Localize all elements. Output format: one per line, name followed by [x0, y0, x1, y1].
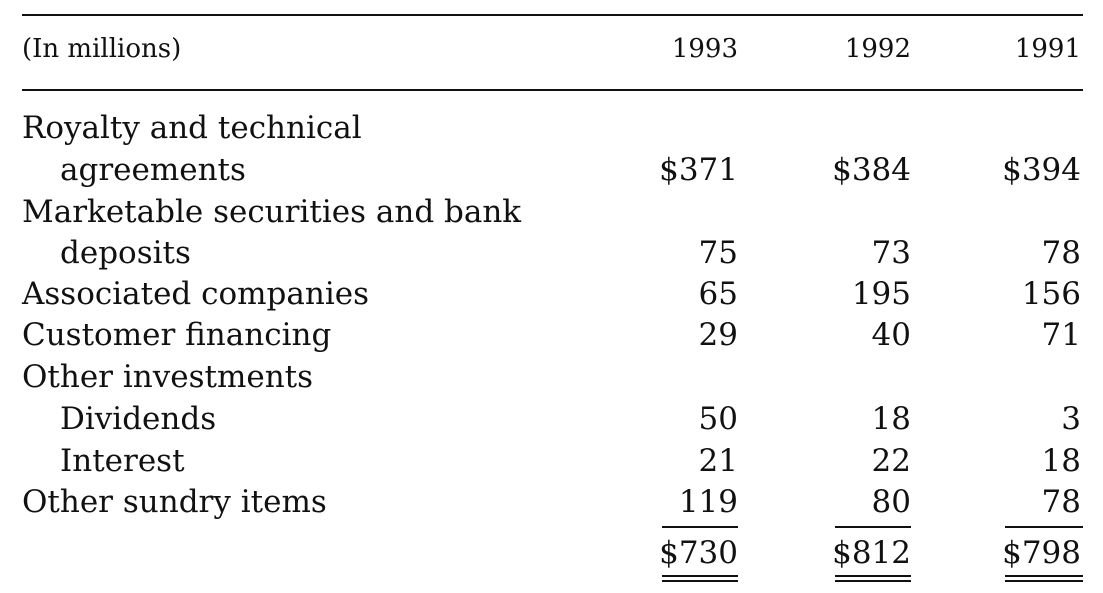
header-year-1993: 1993	[671, 34, 738, 64]
value-1991: 71	[1041, 317, 1081, 353]
value-1991: $394	[1002, 152, 1081, 188]
table-row: Associated companies 65 195 156	[0, 273, 1103, 315]
value-1993: 50	[698, 401, 738, 437]
row-label: Customer financing	[22, 317, 332, 353]
value-1991: 78	[1041, 484, 1081, 520]
row-label: Marketable securities and bank	[22, 194, 522, 230]
value-1992: 195	[851, 276, 911, 312]
total-1993: $730	[659, 535, 738, 571]
top-rule	[22, 14, 1083, 16]
value-1993: 75	[698, 235, 738, 271]
table-row: agreements $371 $384 $394	[0, 149, 1103, 191]
row-label: Interest	[60, 443, 185, 479]
value-1991: 3	[1061, 401, 1081, 437]
value-1993: 29	[698, 317, 738, 353]
header-units-label: (In millions)	[22, 34, 182, 64]
table-row: Other sundry items 119 80 78	[0, 481, 1103, 523]
total-double-rule	[662, 580, 738, 582]
total-1991: $798	[1002, 535, 1081, 571]
value-1992: 73	[871, 235, 911, 271]
value-1992: 40	[871, 317, 911, 353]
value-1991: 18	[1041, 443, 1081, 479]
value-1991: 78	[1041, 235, 1081, 271]
row-label: Royalty and technical	[22, 110, 362, 146]
row-label: agreements	[60, 152, 246, 188]
row-label: Other sundry items	[22, 484, 327, 520]
table-row: Other investments	[0, 356, 1103, 398]
value-1991: 156	[1021, 276, 1081, 312]
value-1993: $371	[659, 152, 738, 188]
table-row: Dividends 50 18 3	[0, 398, 1103, 440]
table-row: deposits 75 73 78	[0, 232, 1103, 274]
value-1993: 21	[698, 443, 738, 479]
total-double-rule	[835, 575, 911, 577]
row-label: Dividends	[60, 401, 217, 437]
table-row: Customer financing 29 40 71	[0, 314, 1103, 356]
value-1993: 119	[678, 484, 738, 520]
subtotal-rule	[835, 526, 911, 528]
total-double-rule	[662, 575, 738, 577]
header-rule	[22, 89, 1083, 91]
subtotal-rule	[662, 526, 738, 528]
total-double-rule	[1005, 580, 1083, 582]
table-row: Interest 21 22 18	[0, 440, 1103, 482]
total-double-rule	[835, 580, 911, 582]
row-label: Other investments	[22, 359, 314, 395]
total-1992: $812	[832, 535, 911, 571]
value-1992: 22	[871, 443, 911, 479]
header-year-1991: 1991	[1014, 34, 1081, 64]
row-label: deposits	[60, 235, 191, 271]
table-row: Marketable securities and bank	[0, 191, 1103, 233]
table-row: Royalty and technical	[0, 107, 1103, 149]
header-year-1992: 1992	[844, 34, 911, 64]
subtotal-rule	[1005, 526, 1083, 528]
value-1993: 65	[698, 276, 738, 312]
value-1992: $384	[832, 152, 911, 188]
value-1992: 80	[871, 484, 911, 520]
value-1992: 18	[871, 401, 911, 437]
total-double-rule	[1005, 575, 1083, 577]
totals-row: $730 $812 $798	[0, 532, 1103, 574]
row-label: Associated companies	[22, 276, 370, 312]
